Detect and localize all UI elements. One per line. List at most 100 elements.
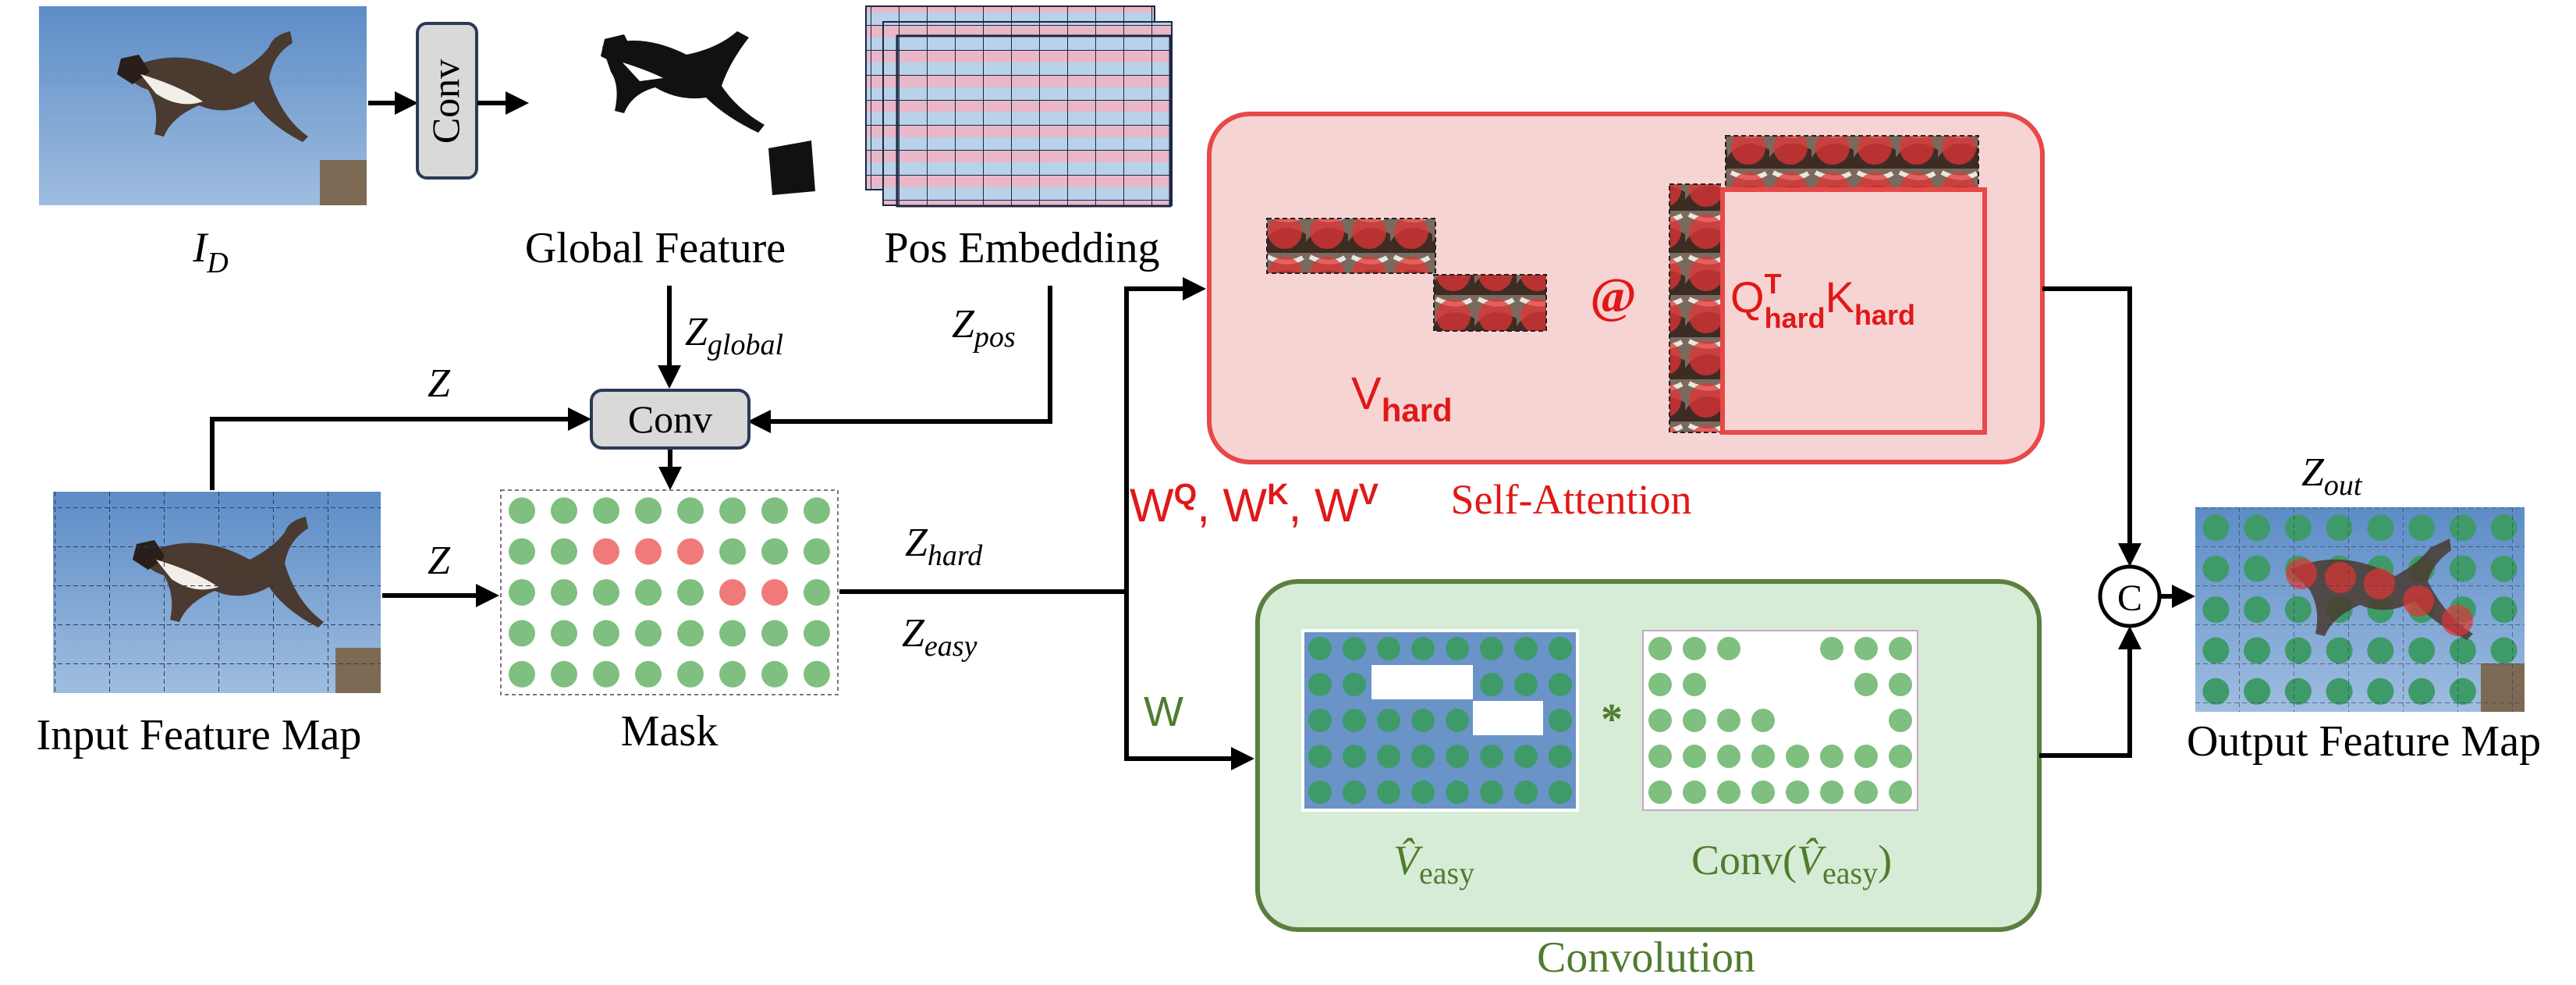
arrow-feature-to-conv xyxy=(210,407,591,490)
mask-easy-token xyxy=(593,579,619,606)
arrow-pos-to-conv xyxy=(747,286,1052,433)
z-hard-label: Zhard xyxy=(905,521,983,572)
conv-v-easy-token xyxy=(1683,673,1706,696)
w-easy-label: W xyxy=(1144,688,1183,735)
v-easy-token xyxy=(1343,673,1366,696)
v-easy-token xyxy=(1343,745,1366,768)
v-easy-token xyxy=(1549,673,1572,696)
conv-v-easy-token xyxy=(1683,745,1706,768)
v-easy-token xyxy=(1446,745,1469,768)
arrow-to-convolution xyxy=(1124,592,1254,770)
pos-embedding-label: Pos Embedding xyxy=(884,224,1159,272)
conv-v-easy-token xyxy=(1648,637,1672,660)
mask-easy-token xyxy=(551,497,577,525)
v-easy-token xyxy=(1446,709,1469,732)
input-feature-map xyxy=(53,492,381,693)
v-easy-token xyxy=(1411,781,1435,804)
v-easy-token xyxy=(1514,745,1538,768)
mask-easy-token xyxy=(551,620,577,647)
output-feature-map xyxy=(2195,507,2525,712)
self-attention-label: Self-Attention xyxy=(1451,476,1692,523)
conv-v-easy-token xyxy=(1648,673,1672,696)
mask-easy-token xyxy=(804,620,830,647)
v-easy-token xyxy=(1549,637,1572,660)
conv-v-easy-token xyxy=(1751,709,1775,732)
v-easy-dots xyxy=(1308,637,1572,804)
conv-v-easy-token xyxy=(1717,745,1740,768)
z-global-label: Zglobal xyxy=(685,310,783,361)
v-easy-token xyxy=(1343,637,1366,660)
mask-hard-token xyxy=(677,538,704,565)
conv-v-easy-token xyxy=(1889,745,1912,768)
mask-easy-token xyxy=(635,660,662,688)
mask-easy-token xyxy=(761,497,788,525)
conv-v-easy-token xyxy=(1648,709,1672,732)
conv-v-easy-token xyxy=(1648,781,1672,804)
conv-v-easy-token xyxy=(1683,781,1706,804)
k-hard-patches xyxy=(1725,135,1979,190)
z-easy-label: Zeasy xyxy=(902,611,978,663)
conv-top-label: Conv xyxy=(424,59,467,144)
v-easy-map xyxy=(1301,629,1579,812)
star-symbol: * xyxy=(1601,695,1623,744)
concat-icon: C xyxy=(2098,564,2162,628)
v-easy-token xyxy=(1446,781,1469,804)
conv-v-easy-token xyxy=(1889,709,1912,732)
mask-easy-token xyxy=(551,660,577,688)
qk-matrix xyxy=(1720,187,1987,435)
mask-easy-token xyxy=(719,660,746,688)
mask-easy-token xyxy=(677,620,704,647)
v-easy-label: V̂easy xyxy=(1393,837,1474,891)
v-easy-token xyxy=(1480,673,1503,696)
v-easy-token xyxy=(1343,781,1366,804)
v-easy-token xyxy=(1308,673,1332,696)
mask-easy-token xyxy=(551,579,577,606)
mask-easy-token xyxy=(593,497,619,525)
qk-label: QT hardKhard xyxy=(1730,268,1915,334)
mask-hard-token xyxy=(761,579,788,606)
mask-easy-token xyxy=(509,538,535,565)
concat-symbol: C xyxy=(2117,578,2142,619)
mask-easy-token xyxy=(677,579,704,606)
conv-v-easy-token xyxy=(1786,781,1809,804)
mask-easy-token xyxy=(509,497,535,525)
conv-v-easy-token xyxy=(1854,745,1878,768)
conv-v-easy-token xyxy=(1820,781,1843,804)
cat-photo-icon xyxy=(117,31,308,142)
v-hard-patches-b xyxy=(1433,274,1547,332)
mask-easy-token xyxy=(719,538,746,565)
z-top-label: Z xyxy=(428,361,451,406)
conv-v-easy-token xyxy=(1820,637,1843,660)
v-easy-token xyxy=(1480,745,1503,768)
conv-v-easy-dots xyxy=(1648,637,1912,804)
v-easy-token xyxy=(1308,745,1332,768)
global-feature-label: Global Feature xyxy=(525,224,786,272)
mask-easy-token xyxy=(509,660,535,688)
conv-v-easy-token xyxy=(1717,781,1740,804)
convolution-label: Convolution xyxy=(1537,933,1755,982)
mask-easy-token xyxy=(677,497,704,525)
v-easy-token xyxy=(1377,637,1400,660)
q-hard-patches xyxy=(1669,183,1722,433)
arrow-to-attention xyxy=(1124,277,1206,592)
global-feature-silhouette xyxy=(601,31,815,195)
mask-easy-token xyxy=(761,620,788,647)
mask-easy-token xyxy=(593,660,619,688)
conv-v-easy-token xyxy=(1854,673,1878,696)
mask-easy-token xyxy=(677,660,704,688)
pos-embedding-stack xyxy=(865,5,1173,208)
mask-grid xyxy=(500,489,839,695)
conv-v-easy-token xyxy=(1683,637,1706,660)
v-hard-label: Vhard xyxy=(1351,368,1453,428)
v-hard-patches-a xyxy=(1266,218,1436,274)
mask-easy-token xyxy=(509,579,535,606)
mask-easy-token xyxy=(804,538,830,565)
v-easy-token xyxy=(1514,673,1538,696)
conv-v-easy-token xyxy=(1820,745,1843,768)
input-image-id xyxy=(39,6,367,205)
convolution-box: * V̂easy Conv(V̂easy) xyxy=(1255,579,2042,932)
v-easy-token xyxy=(1343,709,1366,732)
conv-v-easy-map xyxy=(1642,630,1918,811)
arrow-attention-to-concat xyxy=(2042,286,2141,567)
output-feature-map-label: Output Feature Map xyxy=(2187,717,2541,766)
